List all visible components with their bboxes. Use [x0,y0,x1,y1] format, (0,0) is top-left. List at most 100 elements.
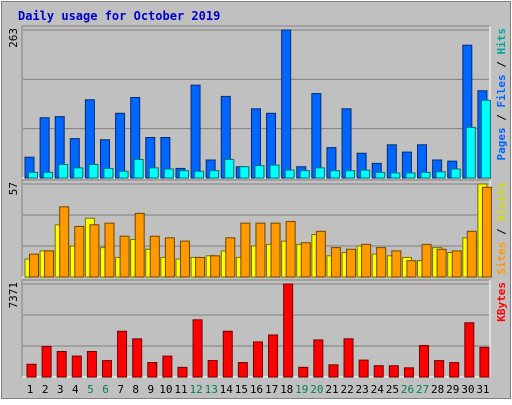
bar-sites [44,250,55,278]
bar-hits [435,171,446,179]
chart-title: Daily usage for October 2019 [18,9,220,23]
bar-sites [270,222,281,278]
bar-kbytes [298,366,309,378]
x-tick-label: 18 [280,383,293,396]
bar-kbytes [252,341,263,378]
bar-hits [239,166,250,179]
bar-sites [134,212,145,278]
bar-kbytes [343,338,354,378]
x-tick-label: 5 [87,383,94,396]
bar-hits [299,170,310,179]
bar-kbytes [479,346,490,378]
bar-sites [104,222,115,278]
bar-sites [74,225,85,278]
bar-hits [465,126,476,179]
bar-hits [58,163,69,179]
x-tick-label: 31 [476,383,489,396]
bar-kbytes [268,334,279,378]
bar-kbytes [328,364,339,378]
bar-files [190,84,201,179]
bar-kbytes [207,359,218,378]
legend-3: KBytes [495,282,508,322]
bar-files [311,93,322,179]
bar-kbytes [449,362,460,378]
x-tick-label: 14 [220,383,234,396]
x-tick-label: 16 [250,383,263,396]
x-tick-label: 4 [72,383,79,396]
bar-sites [421,243,432,278]
bar-kbytes [283,283,294,378]
bar-sites [225,237,236,278]
chart-panel-3: 7371 KBytes [7,279,508,378]
bar-hits [133,158,144,179]
bar-hits [450,168,461,179]
bar-sites [89,224,100,278]
bar-kbytes [192,319,203,378]
x-tick-label: 25 [386,383,399,396]
bar-kbytes [222,330,233,378]
bar-sites [436,248,447,278]
x-tick-label: 21 [325,383,338,396]
x-tick-label: 9 [148,383,155,396]
bar-files [341,108,352,179]
bar-sites [376,247,387,278]
bar-hits [405,172,416,179]
bar-sites [195,256,206,278]
chart-panel-1: 263 Pages / Files / Hits [7,25,508,179]
bar-sites [59,206,70,278]
x-tick-label: 13 [205,383,218,396]
bar-hits [254,165,265,179]
bar-kbytes [26,363,37,378]
x-tick-label: 29 [446,383,459,396]
bar-kbytes [358,359,369,378]
y-max-label: 263 [7,28,20,48]
bar-sites [179,240,190,278]
bar-sites [330,247,341,278]
x-tick-label: 30 [461,383,474,396]
x-tick-label: 20 [310,383,323,396]
bar-sites [466,230,477,278]
bar-kbytes [41,345,52,378]
x-tick-label: 28 [431,383,444,396]
bar-hits [148,167,159,179]
x-tick-label: 8 [132,383,139,396]
bar-hits [73,167,84,179]
bar-hits [43,171,54,179]
bar-hits [194,170,205,179]
bar-kbytes [132,338,143,378]
bar-sites [300,242,311,278]
bar-files [115,112,126,179]
bar-kbytes [237,362,248,378]
bar-sites [210,255,221,278]
x-tick-label: 23 [356,383,369,396]
bar-files [39,117,50,179]
bar-kbytes [117,330,128,378]
bar-hits [360,169,371,179]
legend-text: Hits [495,28,508,55]
bar-hits [163,168,174,179]
bar-kbytes [464,322,475,378]
x-tick-label: 19 [295,383,308,396]
bar-kbytes [147,362,158,378]
bar-sites [481,186,492,278]
bar-sites [119,235,130,278]
chart-frame-shadow [1,1,511,399]
bar-kbytes [373,365,384,378]
bar-sites [285,221,296,278]
bar-hits [269,164,280,179]
bar-kbytes [313,339,324,378]
x-tick-label: 26 [401,383,414,396]
bar-sites [240,222,251,278]
bar-kbytes [177,366,188,378]
bar-sites [406,260,417,278]
bar-sites [315,230,326,278]
bar-hits [284,169,295,179]
bar-kbytes [162,355,173,378]
x-tick-label: 1 [27,383,34,396]
bar-hits [329,170,340,179]
bar-kbytes [101,360,112,378]
legend-text: Sites [495,242,508,275]
legend-2: Sites / Visits [495,182,508,275]
